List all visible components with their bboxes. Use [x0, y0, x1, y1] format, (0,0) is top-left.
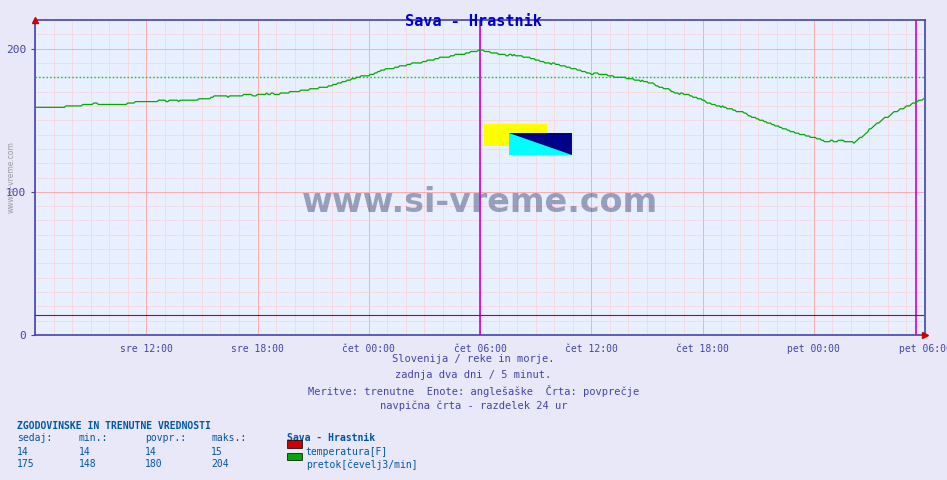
- Text: sre 12:00: sre 12:00: [120, 344, 172, 354]
- Text: pet 00:00: pet 00:00: [787, 344, 840, 354]
- Text: navpična črta - razdelek 24 ur: navpična črta - razdelek 24 ur: [380, 400, 567, 411]
- Text: 175: 175: [17, 459, 35, 469]
- Text: čet 06:00: čet 06:00: [454, 344, 507, 354]
- Text: 14: 14: [79, 447, 90, 457]
- Text: sre 18:00: sre 18:00: [231, 344, 284, 354]
- Text: sedaj:: sedaj:: [17, 433, 52, 444]
- Text: pretok[čevelj3/min]: pretok[čevelj3/min]: [306, 459, 418, 470]
- Text: zadnja dva dni / 5 minut.: zadnja dva dni / 5 minut.: [396, 370, 551, 380]
- Text: 14: 14: [17, 447, 28, 457]
- Text: www.si-vreme.com: www.si-vreme.com: [302, 186, 658, 219]
- Text: 14: 14: [145, 447, 156, 457]
- Text: min.:: min.:: [79, 433, 108, 444]
- Text: temperatura[F]: temperatura[F]: [306, 447, 388, 457]
- Text: pet 06:00: pet 06:00: [899, 344, 947, 354]
- Text: 148: 148: [79, 459, 97, 469]
- Text: www.si-vreme.com: www.si-vreme.com: [7, 142, 16, 214]
- Text: povpr.:: povpr.:: [145, 433, 186, 444]
- Text: Slovenija / reke in morje.: Slovenija / reke in morje.: [392, 354, 555, 364]
- Text: čet 12:00: čet 12:00: [564, 344, 617, 354]
- Text: 180: 180: [145, 459, 163, 469]
- Bar: [509, 133, 572, 155]
- Text: Sava - Hrastnik: Sava - Hrastnik: [287, 433, 375, 444]
- Text: Sava - Hrastnik: Sava - Hrastnik: [405, 14, 542, 29]
- Bar: [485, 124, 546, 146]
- Text: maks.:: maks.:: [211, 433, 246, 444]
- Text: 15: 15: [211, 447, 223, 457]
- Text: Meritve: trenutne  Enote: anglešaške  Črta: povprečje: Meritve: trenutne Enote: anglešaške Črta…: [308, 385, 639, 397]
- Text: ZGODOVINSKE IN TRENUTNE VREDNOSTI: ZGODOVINSKE IN TRENUTNE VREDNOSTI: [17, 421, 211, 431]
- Text: čet 18:00: čet 18:00: [676, 344, 729, 354]
- Polygon shape: [509, 133, 572, 155]
- Text: 204: 204: [211, 459, 229, 469]
- Text: čet 00:00: čet 00:00: [342, 344, 395, 354]
